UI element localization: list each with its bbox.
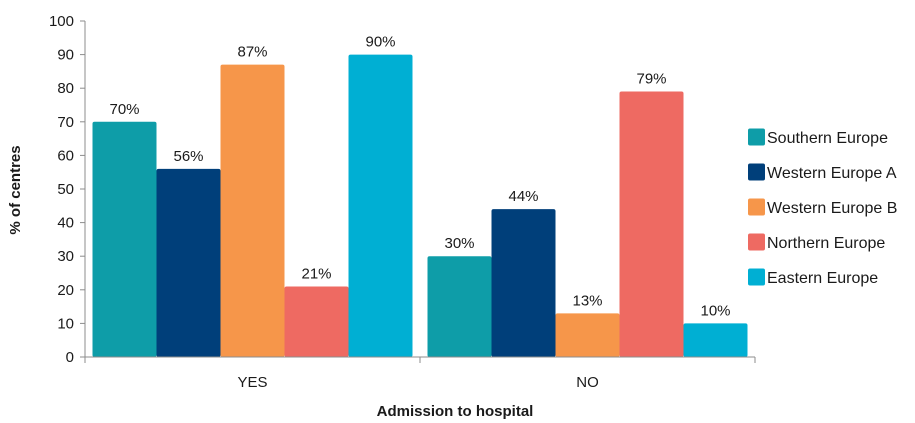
y-axis: 0 10 20 30 40 50 60 70 80 90 100 bbox=[49, 13, 86, 366]
y-tick-label: 50 bbox=[57, 181, 74, 198]
legend-label: Western Europe A bbox=[767, 165, 897, 182]
y-tick-label: 20 bbox=[57, 282, 74, 299]
x-axis: YES NO bbox=[84, 356, 756, 391]
y-tick-label: 10 bbox=[57, 315, 74, 332]
data-label: 70% bbox=[109, 101, 139, 118]
y-tick-label: 70 bbox=[57, 114, 74, 131]
x-tick-label: YES bbox=[237, 374, 267, 391]
legend-label: Eastern Europe bbox=[767, 270, 878, 287]
bar bbox=[348, 54, 413, 357]
data-label: 10% bbox=[700, 302, 730, 319]
legend-swatch bbox=[748, 198, 765, 216]
bar bbox=[491, 209, 556, 357]
bar bbox=[683, 323, 748, 357]
data-label: 56% bbox=[173, 148, 203, 165]
y-tick-label: 30 bbox=[57, 248, 74, 265]
y-tick-label: 0 bbox=[66, 349, 74, 366]
bar bbox=[284, 286, 349, 357]
bar bbox=[156, 168, 221, 357]
legend-label: Western Europe B bbox=[767, 200, 897, 217]
data-label: 30% bbox=[444, 235, 474, 252]
y-tick-label: 60 bbox=[57, 147, 74, 164]
x-tick-label: NO bbox=[576, 374, 599, 391]
data-label: 44% bbox=[508, 188, 538, 205]
legend-label: Southern Europe bbox=[767, 130, 888, 147]
legend-label: Northern Europe bbox=[767, 235, 885, 252]
bar bbox=[555, 313, 620, 357]
bar bbox=[92, 121, 157, 357]
legend: Southern Europe Western Europe A Western E… bbox=[748, 128, 897, 287]
legend-swatch bbox=[748, 163, 765, 181]
data-label: 87% bbox=[237, 44, 267, 61]
bar bbox=[427, 256, 492, 357]
y-tick-label: 40 bbox=[57, 215, 74, 232]
data-labels: 70% 56% 87% 21% 90% 30% 44% 13% 79% 10% bbox=[109, 34, 730, 320]
y-tick-label: 100 bbox=[49, 13, 74, 30]
x-axis-title: Admission to hospital bbox=[377, 403, 534, 420]
legend-swatch bbox=[748, 128, 765, 146]
y-tick-label: 90 bbox=[57, 47, 74, 64]
y-tick-label: 80 bbox=[57, 80, 74, 97]
data-label: 79% bbox=[636, 71, 666, 88]
bar bbox=[220, 64, 285, 358]
y-axis-title: % of centres bbox=[7, 145, 24, 234]
bars bbox=[92, 54, 748, 358]
bar bbox=[619, 91, 684, 357]
data-label: 13% bbox=[572, 292, 602, 309]
data-label: 21% bbox=[301, 265, 331, 282]
data-label: 90% bbox=[365, 34, 395, 51]
legend-swatch bbox=[748, 233, 765, 251]
legend-swatch bbox=[748, 268, 765, 286]
